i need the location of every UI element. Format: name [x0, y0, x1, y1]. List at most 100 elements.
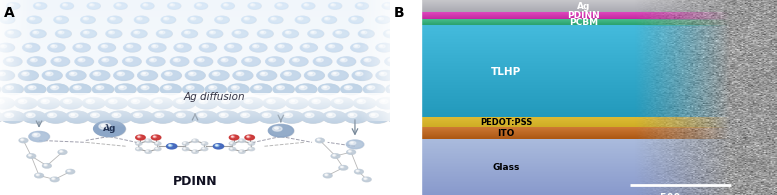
Circle shape	[124, 43, 141, 52]
Circle shape	[56, 30, 71, 38]
Text: A: A	[4, 6, 15, 20]
Circle shape	[433, 18, 435, 19]
Circle shape	[33, 3, 47, 9]
Circle shape	[359, 100, 362, 102]
Circle shape	[229, 142, 235, 145]
Circle shape	[389, 86, 397, 90]
Circle shape	[23, 111, 46, 123]
Circle shape	[110, 100, 113, 102]
Circle shape	[19, 99, 26, 104]
Circle shape	[437, 86, 440, 88]
Circle shape	[135, 114, 139, 116]
Circle shape	[308, 98, 331, 109]
Circle shape	[266, 57, 284, 66]
Circle shape	[183, 142, 189, 145]
Circle shape	[102, 125, 106, 127]
Circle shape	[166, 73, 169, 74]
Circle shape	[138, 136, 140, 137]
Circle shape	[196, 98, 218, 109]
Circle shape	[192, 150, 198, 153]
Circle shape	[165, 72, 172, 76]
Circle shape	[176, 99, 185, 104]
Circle shape	[402, 43, 418, 52]
Circle shape	[114, 3, 127, 9]
Circle shape	[52, 45, 54, 47]
Circle shape	[355, 3, 368, 9]
Circle shape	[301, 111, 325, 123]
Circle shape	[401, 43, 418, 52]
Circle shape	[215, 111, 239, 123]
Circle shape	[71, 73, 74, 74]
Circle shape	[277, 4, 282, 6]
Circle shape	[0, 98, 15, 109]
Circle shape	[273, 126, 282, 131]
Circle shape	[173, 111, 197, 123]
Circle shape	[42, 70, 61, 80]
Circle shape	[20, 139, 24, 141]
Circle shape	[37, 174, 38, 175]
Circle shape	[141, 3, 154, 9]
Circle shape	[147, 57, 165, 66]
Circle shape	[274, 127, 278, 129]
Circle shape	[317, 139, 320, 141]
Circle shape	[214, 73, 217, 74]
Circle shape	[141, 86, 149, 90]
Circle shape	[7, 86, 10, 88]
Circle shape	[189, 72, 196, 76]
Circle shape	[332, 4, 333, 5]
Circle shape	[184, 31, 190, 34]
Circle shape	[238, 73, 241, 74]
Circle shape	[23, 43, 40, 52]
Circle shape	[44, 111, 67, 123]
Circle shape	[304, 4, 308, 6]
Circle shape	[145, 139, 152, 142]
Circle shape	[326, 43, 343, 52]
Circle shape	[379, 72, 387, 76]
Circle shape	[57, 18, 60, 19]
Circle shape	[71, 114, 75, 116]
Circle shape	[7, 114, 10, 116]
Circle shape	[329, 45, 335, 48]
Circle shape	[404, 45, 410, 48]
Circle shape	[154, 136, 155, 137]
Circle shape	[409, 84, 429, 94]
Circle shape	[37, 98, 59, 109]
Circle shape	[232, 30, 248, 38]
Circle shape	[218, 57, 236, 66]
Circle shape	[87, 111, 110, 123]
Circle shape	[131, 99, 140, 104]
Circle shape	[293, 58, 299, 62]
Circle shape	[362, 32, 364, 33]
Circle shape	[245, 18, 247, 19]
Circle shape	[162, 70, 181, 80]
Circle shape	[127, 45, 131, 47]
Circle shape	[356, 170, 359, 172]
Text: TLHP: TLHP	[491, 66, 521, 77]
Circle shape	[251, 4, 253, 5]
Circle shape	[192, 139, 198, 142]
Circle shape	[35, 173, 44, 178]
Circle shape	[376, 43, 392, 52]
Circle shape	[116, 84, 136, 95]
Circle shape	[431, 84, 452, 95]
Circle shape	[155, 100, 159, 102]
Circle shape	[3, 57, 22, 66]
Circle shape	[198, 113, 207, 117]
Circle shape	[391, 86, 394, 88]
Circle shape	[7, 3, 20, 9]
Circle shape	[358, 30, 374, 37]
Circle shape	[305, 45, 307, 47]
Circle shape	[284, 72, 291, 76]
Circle shape	[153, 136, 156, 138]
Circle shape	[155, 148, 158, 149]
Circle shape	[34, 3, 47, 9]
Circle shape	[70, 84, 91, 94]
Circle shape	[388, 32, 390, 33]
Text: B: B	[394, 6, 405, 20]
Circle shape	[232, 86, 239, 90]
Circle shape	[239, 150, 245, 153]
Circle shape	[249, 43, 267, 52]
Circle shape	[138, 71, 158, 80]
Circle shape	[75, 86, 78, 88]
Circle shape	[0, 111, 3, 123]
